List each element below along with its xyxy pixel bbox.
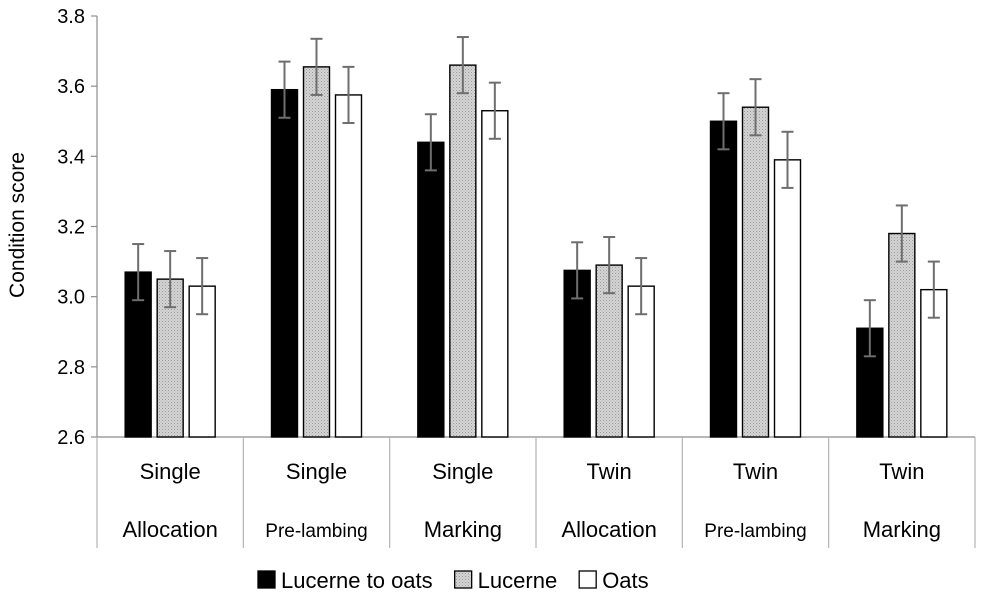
bar-lucerne-to-oats bbox=[709, 120, 738, 438]
bar-oats bbox=[481, 110, 509, 438]
bar-lucerne bbox=[302, 66, 331, 438]
y-tick-label: 3.6 bbox=[57, 76, 85, 98]
category-stage-label: Marking bbox=[424, 517, 502, 542]
bar-lucerne bbox=[741, 106, 770, 438]
error-bars bbox=[132, 36, 940, 358]
category-group-label: Single bbox=[286, 459, 347, 484]
y-tick-label: 3.4 bbox=[57, 146, 85, 168]
axes: 2.6 2.8 3.0 3.2 3.4 3.6 3.8 bbox=[57, 6, 976, 548]
category-group-label: Twin bbox=[587, 459, 632, 484]
y-tick-label: 2.8 bbox=[57, 357, 85, 379]
category-stage-label: Pre-lambing bbox=[704, 521, 806, 542]
y-tick-label: 3.2 bbox=[57, 217, 85, 239]
legend-label: Lucerne to oats bbox=[281, 568, 433, 593]
category-stage-label: Pre-lambing bbox=[265, 521, 367, 542]
bar-lucerne bbox=[888, 232, 916, 438]
y-tick-label: 3.0 bbox=[57, 287, 85, 309]
category-stage-label: Allocation bbox=[122, 517, 217, 542]
y-axis-label: Condition score bbox=[6, 152, 29, 298]
bar-lucerne-to-oats bbox=[417, 141, 445, 438]
y-tick-label: 2.6 bbox=[57, 427, 85, 449]
bar-oats bbox=[334, 94, 363, 438]
legend-swatch bbox=[257, 570, 276, 589]
bar-oats bbox=[773, 159, 802, 438]
category-group-label: Twin bbox=[879, 459, 924, 484]
legend: Lucerne to oats Lucerne Oats bbox=[257, 568, 649, 593]
category-group-label: Single bbox=[140, 459, 201, 484]
bar-lucerne-to-oats bbox=[270, 88, 299, 438]
category-stage-label: Allocation bbox=[561, 517, 656, 542]
legend-swatch bbox=[578, 570, 597, 589]
bars bbox=[124, 64, 948, 438]
legend-swatch bbox=[454, 570, 473, 589]
legend-label: Lucerne bbox=[478, 568, 558, 593]
category-stage-label: Marking bbox=[863, 517, 941, 542]
category-group-label: Single bbox=[432, 459, 493, 484]
category-group-label: Twin bbox=[733, 459, 778, 484]
legend-label: Oats bbox=[602, 568, 648, 593]
category-labels: Single Allocation Single Pre-lambing Single M… bbox=[122, 459, 940, 542]
y-tick-label: 3.8 bbox=[57, 6, 85, 28]
bar-lucerne bbox=[449, 64, 477, 438]
